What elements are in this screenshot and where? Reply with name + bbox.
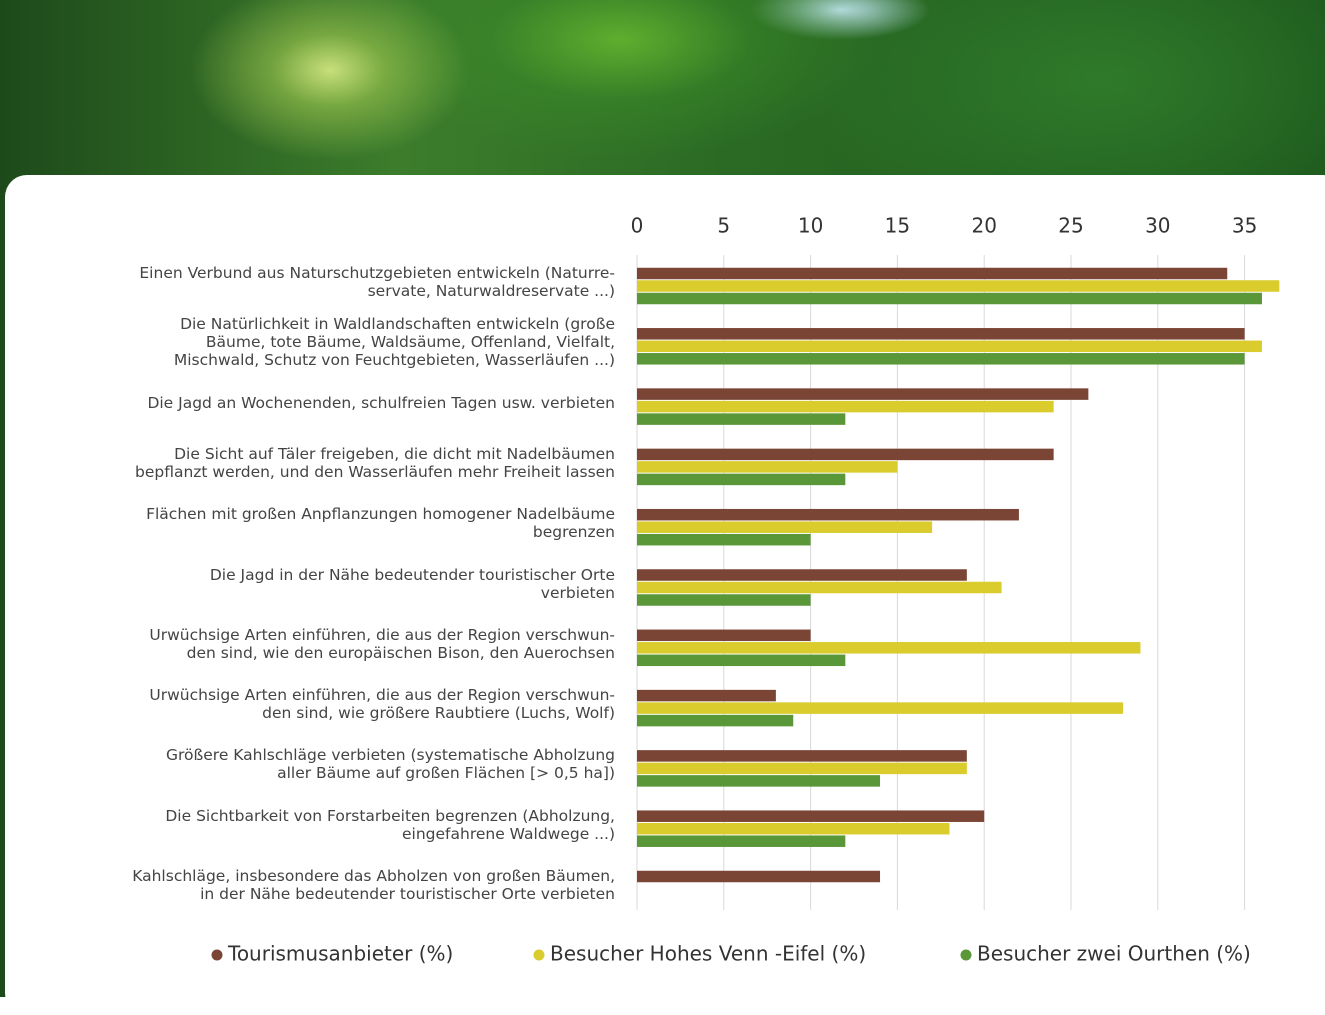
category-label: Die Jagd in der Nähe bedeutender tourist… (209, 565, 615, 602)
bar (637, 292, 1262, 305)
bar (637, 473, 846, 486)
bar (637, 714, 794, 727)
x-tick-label: 35 (1232, 214, 1257, 238)
legend-label: Besucher Hohes Venn -Eifel (%) (550, 942, 866, 966)
x-tick-label: 0 (631, 214, 644, 238)
bar (637, 521, 933, 533)
bar (637, 594, 811, 606)
category-label: Flächen mit großen Anpflanzungen homogen… (146, 505, 615, 542)
bar (637, 822, 950, 835)
bar (637, 413, 846, 425)
bar (637, 353, 1245, 365)
bar (637, 581, 1002, 594)
bar (637, 702, 1124, 714)
bar (637, 629, 811, 642)
bar (637, 569, 967, 581)
category-label: Urwüchsige Arten einführen, die aus der … (149, 686, 615, 723)
bar (637, 775, 881, 787)
category-label: Die Natürlichkeit in Waldlandschaften en… (173, 315, 615, 370)
legend-marker (533, 949, 545, 961)
bar (637, 448, 1054, 461)
x-tick-label: 5 (717, 214, 730, 238)
bar (637, 461, 898, 473)
x-tick-label: 20 (971, 214, 996, 238)
bar (637, 328, 1245, 340)
category-label: Urwüchsige Arten einführen, die aus der … (149, 625, 615, 662)
legend-marker (960, 949, 972, 961)
bar (637, 810, 985, 822)
bar (637, 654, 846, 667)
x-tick-label: 25 (1058, 214, 1083, 238)
bar (637, 750, 967, 762)
bar (637, 533, 811, 546)
category-label: Die Sicht auf Täler freigeben, die dicht… (134, 444, 615, 481)
category-label: Die Jagd an Wochenenden, schulfreien Tag… (147, 393, 615, 412)
x-tick-label: 30 (1145, 214, 1170, 238)
x-tick-label: 15 (885, 214, 910, 238)
bar (637, 280, 1280, 292)
legend-marker (211, 949, 223, 961)
category-label: Kahlschläge, insbesondere das Abholzen v… (132, 867, 615, 903)
legend-label: Tourismusanbieter (%) (227, 942, 453, 966)
bar (637, 835, 846, 847)
category-label: Größere Kahlschläge verbieten (systemati… (165, 746, 615, 783)
bar (637, 400, 1054, 413)
bar (637, 870, 881, 883)
x-tick-label: 10 (798, 214, 823, 238)
bar (637, 388, 1089, 400)
bar (637, 508, 1019, 521)
bar (637, 340, 1262, 353)
bar (637, 762, 967, 775)
category-label: Die Sichtbarkeit von Forstarbeiten begre… (165, 806, 615, 843)
legend-label: Besucher zwei Ourthen (%) (977, 942, 1251, 966)
bar (637, 267, 1228, 280)
category-label: Einen Verbund aus Naturschutzgebieten en… (139, 264, 615, 300)
bar (637, 689, 776, 702)
bar (637, 642, 1141, 654)
